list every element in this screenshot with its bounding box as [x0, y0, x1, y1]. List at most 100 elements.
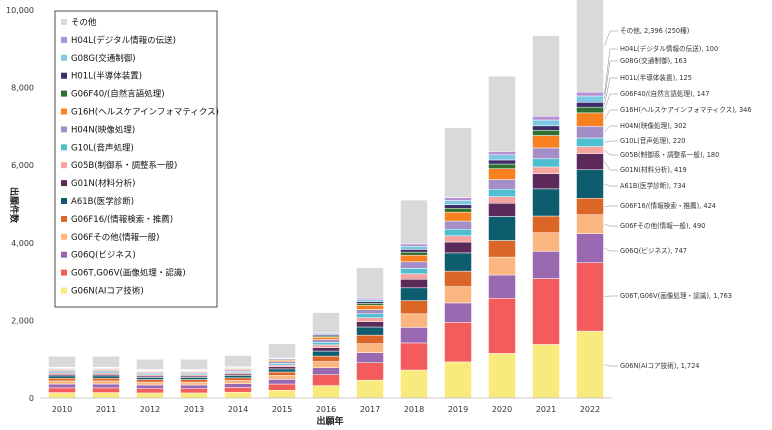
bar-segment	[268, 368, 296, 373]
x-tick-label: 2015	[272, 405, 292, 414]
x-tick-label: 2019	[448, 405, 468, 414]
legend-entry: G06Fその他(情報一般)	[71, 232, 159, 243]
bar-segment	[48, 356, 76, 368]
bar-segment	[444, 286, 472, 304]
bar-segment	[532, 147, 560, 160]
bar-segment	[532, 35, 560, 117]
bar-segment	[356, 299, 384, 302]
legend-box	[54, 10, 218, 308]
bar-segment	[444, 302, 472, 323]
bar-segment	[356, 321, 384, 328]
bar-segment	[268, 389, 296, 399]
bar-segment	[532, 278, 560, 345]
bar-segment	[356, 313, 384, 318]
bar-segment	[356, 362, 384, 381]
legend-entry: H04N(映像処理)	[71, 124, 135, 135]
legend-entry: G06T,G06V(画像処理・認識)	[71, 268, 186, 279]
annotation-leader-line	[604, 140, 618, 143]
legend-entry: G06F40/(自然言語処理)	[71, 89, 165, 100]
legend-entry: A61B(医学診断)	[71, 196, 134, 207]
bar-segment	[312, 344, 340, 348]
x-tick-label: 2017	[360, 405, 380, 414]
bar-segment	[136, 388, 164, 394]
bar-segment	[92, 356, 120, 368]
legend-swatch	[61, 162, 67, 169]
bar-segment	[444, 127, 472, 198]
bar-segment	[312, 374, 340, 386]
bar-segment	[488, 196, 516, 204]
bar-segment	[92, 392, 120, 399]
bar-segment	[444, 241, 472, 254]
bar-segment	[400, 254, 428, 263]
bar-segment	[444, 208, 472, 213]
legend-entry: G06Q(ビジネス)	[71, 251, 136, 261]
bar-segment	[400, 369, 428, 399]
legend-entry: G16H(ヘルスケアインフォマティクス)	[71, 108, 219, 118]
bar-segment	[532, 158, 560, 168]
bar-segment	[268, 379, 296, 385]
bar-segment	[356, 326, 384, 336]
bar-segment	[444, 211, 472, 222]
legend-swatch	[61, 54, 67, 61]
bar-segment	[576, 146, 604, 154]
bar-segment	[576, 0, 604, 93]
x-axis-ticks: 2010 2011 2012 2013 2014 2015 2016 2017 2018 2019…	[52, 405, 600, 414]
bar-segment	[488, 179, 516, 190]
annotation-leader-line	[604, 247, 618, 252]
bar-segment	[356, 352, 384, 363]
bar-segment	[532, 125, 560, 131]
bar-segment	[576, 233, 604, 263]
bar-segment	[488, 256, 516, 276]
bar-segment	[400, 251, 428, 256]
annotation-leader-line	[604, 161, 618, 171]
annotation-leader-line	[604, 125, 618, 133]
bar-segment	[136, 392, 164, 399]
bar-segment	[400, 342, 428, 371]
legend-swatch	[61, 269, 67, 276]
x-tick-label: 2013	[184, 405, 204, 414]
bar-segment	[488, 298, 516, 354]
bar-segment	[312, 312, 340, 334]
x-axis-title: 出願年	[316, 415, 343, 427]
bar-segment	[400, 313, 428, 328]
bar-segment	[224, 387, 252, 393]
legend-swatch	[61, 36, 67, 43]
annotation-leader-line	[604, 364, 618, 367]
bar-segment	[400, 287, 428, 301]
bar-segment	[224, 391, 252, 399]
bar-segment	[48, 375, 76, 379]
legend-swatch	[61, 180, 67, 187]
legend-swatch	[61, 287, 67, 294]
bar-segment	[48, 377, 76, 382]
x-tick-label: 2014	[228, 405, 248, 414]
bar-segment	[356, 309, 384, 315]
bar-segment	[268, 383, 296, 391]
bar-segment	[488, 151, 516, 155]
annotation-label: G06T,G06V(画像処理・認識), 1,763	[620, 291, 732, 300]
bar-segment	[444, 322, 472, 363]
y-tick-label: 6,000	[11, 161, 34, 170]
bar-segment	[92, 375, 120, 379]
bar-segment	[312, 337, 340, 340]
annotation-label: G10L(音声処理), 220	[620, 136, 685, 145]
bar-segment	[488, 168, 516, 180]
bar-segment	[268, 366, 296, 370]
annotation-leader-line	[604, 295, 618, 298]
x-tick-label: 2016	[316, 405, 336, 414]
bar-segment	[576, 262, 604, 332]
legend-swatch	[61, 72, 67, 79]
bar-segment	[576, 91, 604, 97]
bar-segment	[488, 274, 516, 299]
legend-swatch	[61, 144, 67, 151]
bar-segment	[312, 339, 340, 343]
x-tick-label: 2011	[96, 405, 116, 414]
bar-segment	[136, 379, 164, 383]
annotation-label: G06Fその他(情報一般), 490	[620, 221, 705, 230]
annotation-leader-line	[604, 183, 618, 187]
bar-segment	[444, 252, 472, 272]
annotation-leader-line	[604, 30, 618, 46]
annotation-leader-line	[604, 93, 618, 111]
bar-segment	[180, 384, 208, 389]
annotation-label: H04L(デジタル情報の伝送), 100	[620, 44, 718, 53]
annotation-label: G06F40/(自然言語処理), 147	[620, 89, 709, 98]
